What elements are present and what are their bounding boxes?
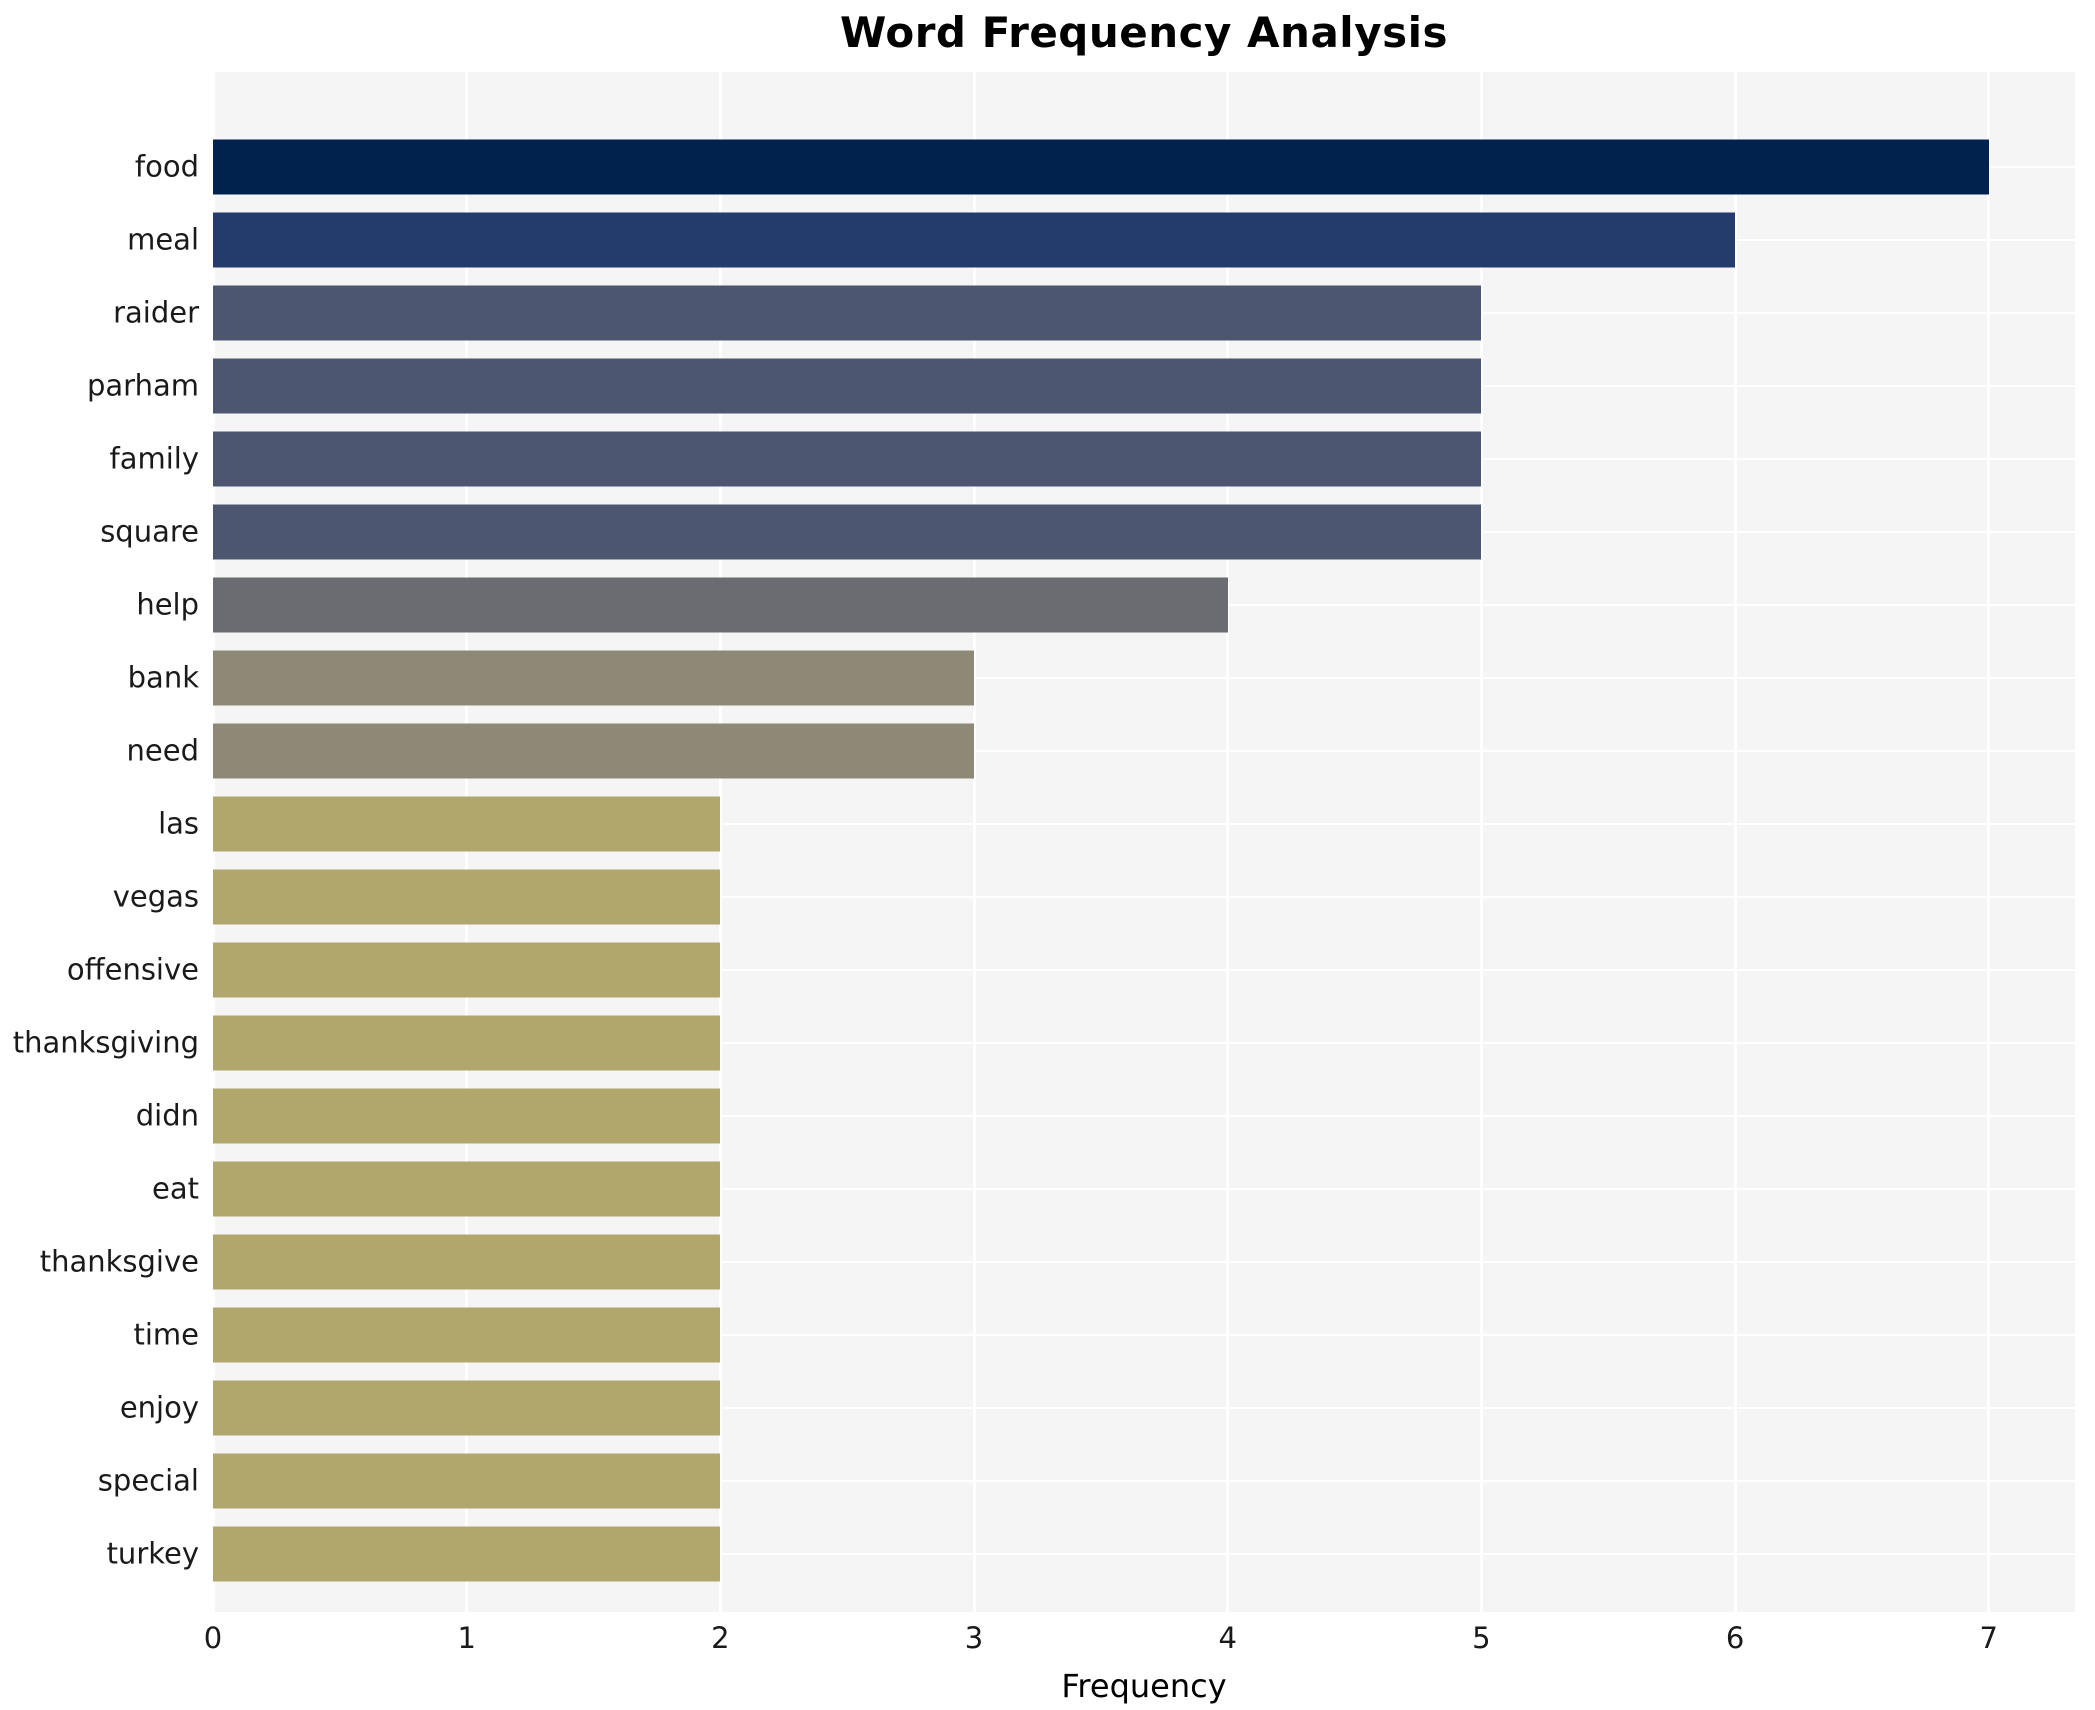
y-tick-label: help [136,587,199,621]
y-tick-label: las [158,806,199,840]
y-tick-label: square [100,514,199,548]
frequency-bar [213,431,1482,486]
bar-row: las [158,787,2075,860]
vertical-gridline [1226,72,1230,1612]
chart-title: Word Frequency Analysis [840,8,1448,57]
horizontal-gridline [213,895,2075,898]
bar-row: raider [113,276,2075,349]
x-axis-tick-labels: 0 1 2 3 4 5 6 7 [204,1612,2075,1655]
x-tick-label: 5 [1472,1621,1491,1655]
bar-row: parham [87,349,2075,422]
bar-row: time [133,1298,2075,1371]
y-tick-label: need [126,733,199,767]
y-tick-label: time [133,1317,199,1351]
bar-rows: food meal raider parham family square help bank… [13,72,2075,1612]
horizontal-gridline [213,1479,2075,1482]
frequency-bar [213,1453,721,1508]
frequency-bar [213,650,975,705]
frequency-bar [213,1307,721,1362]
x-tick-label: 2 [711,1621,730,1655]
y-tick-label: vegas [112,879,199,913]
bar-row: enjoy [120,1371,2075,1444]
y-tick-label: eat [152,1171,199,1205]
frequency-bar [213,577,1228,632]
y-tick-label: food [134,149,199,183]
frequency-bar [213,942,721,997]
vertical-gridline [1479,72,1483,1612]
bar-row: food [135,130,2075,203]
y-tick-label: thanksgiving [12,1025,199,1059]
bar-row: square [100,495,2075,568]
frequency-bar [213,285,1482,340]
y-tick-label: parham [87,368,199,402]
y-tick-label: bank [127,660,199,694]
y-tick-label: thanksgive [39,1244,199,1278]
bar-row: offensive [67,933,2075,1006]
frequency-bar [213,1015,721,1070]
y-tick-label: enjoy [119,1390,199,1424]
x-axis-label: Frequency [1061,1667,1227,1705]
vertical-gridline [972,72,976,1612]
bar-row: eat [152,1152,2075,1225]
frequency-bar [213,1234,721,1289]
bar-row: bank [128,641,2075,714]
frequency-bar [213,504,1482,559]
frequency-bar [213,1161,721,1216]
bar-row: thanksgive [40,1225,2075,1298]
vertical-gridline [1733,72,1737,1612]
x-tick-label: 6 [1725,1621,1745,1655]
bar-row: family [109,422,2075,495]
x-tick-label: 3 [964,1621,984,1655]
horizontal-gridline [213,1333,2075,1336]
horizontal-gridline [213,1260,2075,1263]
horizontal-gridline [213,1552,2075,1555]
bar-row: turkey [107,1517,2075,1590]
frequency-bar [213,796,721,851]
y-tick-label: meal [127,222,199,256]
horizontal-gridline [213,822,2075,825]
x-tick-label: 0 [203,1621,223,1655]
x-tick-label: 7 [1979,1621,1998,1655]
y-tick-label: raider [113,295,199,329]
horizontal-gridline [213,1041,2075,1044]
horizontal-gridline [213,676,2075,679]
horizontal-gridline [213,1114,2075,1117]
bar-row: thanksgiving [13,1006,2075,1079]
frequency-bar [213,723,975,778]
horizontal-gridline [213,968,2075,971]
y-tick-label: offensive [66,952,199,986]
horizontal-gridline [213,1406,2075,1409]
horizontal-gridline [213,749,2075,752]
bar-row: didn [136,1079,2075,1152]
frequency-bar [213,1088,721,1143]
frequency-bar [213,212,1736,267]
x-tick-label: 1 [457,1621,476,1655]
y-tick-label: turkey [106,1536,199,1570]
y-tick-label: didn [135,1098,199,1132]
frequency-bar [213,1380,721,1435]
plot-area: food meal raider parham family square help bank… [13,72,2075,1702]
bar-row: special [98,1444,2075,1517]
x-tick-label: 4 [1218,1621,1237,1655]
frequency-bar [213,869,721,924]
bar-row: need [127,714,2075,787]
frequency-bar [213,1526,721,1581]
bar-row: help [136,568,2075,641]
horizontal-gridline [213,1187,2075,1190]
frequency-bar [213,358,1482,413]
bar-row: meal [127,203,2075,276]
frequency-bar [213,139,1989,194]
vertical-gridline [718,72,722,1612]
y-tick-label: special [97,1463,199,1497]
vertical-gridline [1987,72,1991,1612]
y-tick-label: family [109,441,199,475]
bar-row: vegas [113,860,2075,933]
